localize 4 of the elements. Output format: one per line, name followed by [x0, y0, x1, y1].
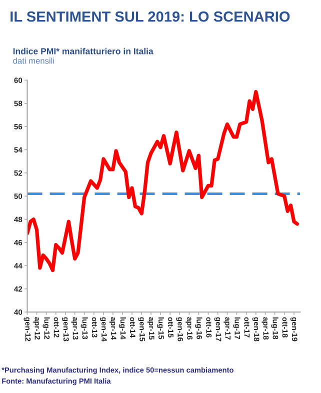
chart-title: IL SENTIMENT SUL 2019: LO SCENARIO: [10, 11, 290, 22]
text: dati mensili: [13, 58, 54, 64]
line-series: [27, 90, 300, 272]
chart-subtitle: Indice PMI* manifatturiero in Italia: [13, 48, 154, 54]
